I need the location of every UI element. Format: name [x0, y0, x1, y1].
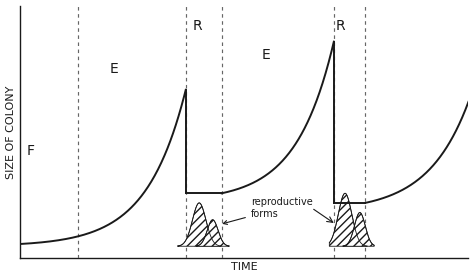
- Text: F: F: [27, 144, 35, 158]
- X-axis label: TIME: TIME: [231, 262, 257, 272]
- Text: R: R: [192, 19, 202, 33]
- Y-axis label: SIZE OF COLONY: SIZE OF COLONY: [6, 85, 16, 178]
- Text: R: R: [336, 19, 346, 33]
- Text: E: E: [262, 48, 271, 61]
- Text: E: E: [109, 62, 118, 76]
- Text: reproductive
forms: reproductive forms: [223, 197, 312, 224]
